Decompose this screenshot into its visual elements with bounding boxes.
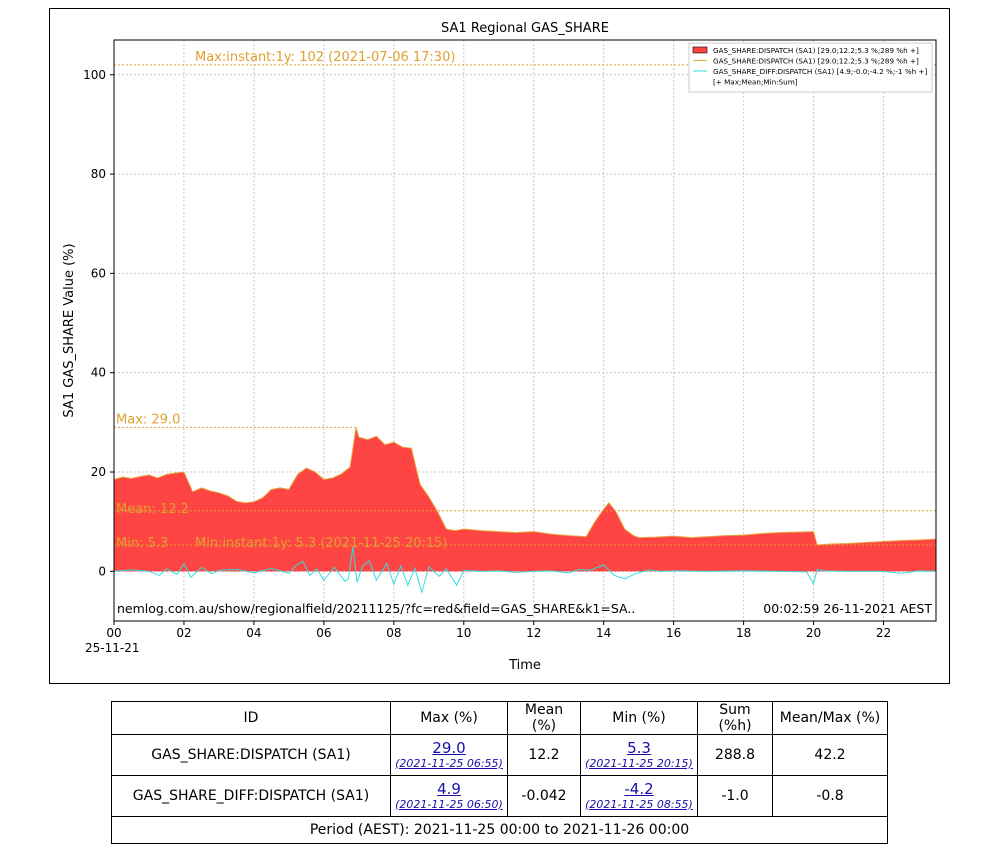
- x-tick-label: 04: [246, 626, 261, 640]
- row-sum: -1.0: [697, 775, 773, 817]
- header-id: ID: [111, 701, 391, 735]
- row-min-cell: -4.2 (2021-11-25 08:55): [580, 775, 698, 817]
- x-tick-label: 22: [876, 626, 891, 640]
- max-label: Max: 29.0: [116, 412, 180, 427]
- gas-share-diff-line: [113, 546, 937, 595]
- row-max-cell: 4.9 (2021-11-25 06:50): [390, 775, 508, 817]
- min-time-link[interactable]: (2021-11-25 08:55): [585, 797, 693, 811]
- row-mean-max: -0.8: [772, 775, 888, 817]
- min-value-link[interactable]: 5.3: [627, 738, 651, 757]
- header-max: Max (%): [390, 701, 508, 735]
- row-mean-max: 42.2: [772, 734, 888, 776]
- stats-table: ID Max (%) Mean (%) Min (%) Sum (%h) Mea…: [111, 701, 888, 844]
- x-tick-label: 06: [316, 626, 331, 640]
- x-tick-label: 08: [386, 626, 401, 640]
- x-tick-label: 12: [526, 626, 541, 640]
- header-mean-max: Mean/Max (%): [772, 701, 888, 735]
- row-id: GAS_SHARE:DISPATCH (SA1): [111, 734, 391, 776]
- x-date-label: 25-11-21: [85, 641, 139, 655]
- min-label: Min: 5.3: [116, 536, 168, 551]
- gas-share-line: [113, 427, 937, 546]
- row-min-cell: 5.3 (2021-11-25 20:15): [580, 734, 698, 776]
- stats-table-body: GAS_SHARE:DISPATCH (SA1) 29.0 (2021-11-2…: [111, 734, 888, 844]
- max-value-link[interactable]: 29.0: [432, 738, 466, 757]
- chart-svg: Max:instant:1y: 102 (2021-07-06 17:30) Ma…: [62, 21, 937, 673]
- y-tick-label: 60: [91, 266, 106, 280]
- header-mean: Mean (%): [507, 701, 581, 735]
- x-tick-label: 20: [806, 626, 821, 640]
- legend-entry: [+ Max;Mean;Min:Sum]: [713, 78, 798, 87]
- row-max-cell: 29.0 (2021-11-25 06:55): [390, 734, 508, 776]
- timestamp-annotation: 00:02:59 26-11-2021 AEST: [763, 601, 932, 616]
- min-value-link[interactable]: -4.2: [624, 779, 654, 798]
- mean-label: Mean: 12.2: [116, 502, 189, 517]
- legend-entry: GAS_SHARE:DISPATCH (SA1) [29.0;12.2;5.3 …: [713, 57, 919, 66]
- row-mean: 12.2: [507, 734, 581, 776]
- stats-header-row: ID Max (%) Mean (%) Min (%) Sum (%h) Mea…: [111, 701, 888, 735]
- x-tick-label: 18: [736, 626, 751, 640]
- y-tick-label: 100: [83, 68, 106, 82]
- plot-border: [113, 39, 937, 622]
- chart-title: SA1 Regional GAS_SHARE: [441, 21, 609, 36]
- header-sum: Sum (%h): [697, 701, 773, 735]
- x-tick-label: 10: [456, 626, 471, 640]
- source-url-annotation: nemlog.com.au/show/regionalfield/2021112…: [117, 601, 635, 616]
- x-axis-label: Time: [508, 658, 541, 673]
- row-id: GAS_SHARE_DIFF:DISPATCH (SA1): [111, 775, 391, 817]
- row-mean: -0.042: [507, 775, 581, 817]
- table-row: GAS_SHARE:DISPATCH (SA1) 29.0 (2021-11-2…: [111, 734, 888, 776]
- y-tick-label: 0: [98, 564, 106, 578]
- y-axis-label: SA1 GAS_SHARE Value (%): [62, 243, 77, 417]
- min-instant-label: Min:instant:1y: 5.3 (2021-11-25 20:15): [195, 536, 447, 551]
- y-tick-label: 80: [91, 167, 106, 181]
- stats-table-head: ID Max (%) Mean (%) Min (%) Sum (%h) Mea…: [111, 701, 888, 735]
- x-tick-label: 14: [596, 626, 611, 640]
- x-tick-label: 02: [176, 626, 191, 640]
- y-tick-label: 20: [91, 465, 106, 479]
- legend-entry: GAS_SHARE:DISPATCH (SA1) [29.0;12.2;5.3 …: [713, 46, 919, 55]
- period-footer: Period (AEST): 2021-11-25 00:00 to 2021-…: [111, 816, 888, 844]
- max-time-link[interactable]: (2021-11-25 06:50): [395, 797, 503, 811]
- x-tick-label: 16: [666, 626, 681, 640]
- y-tick-label: 40: [91, 366, 106, 380]
- x-tick-label: 00: [106, 626, 121, 640]
- row-sum: 288.8: [697, 734, 773, 776]
- legend-entry: GAS_SHARE_DIFF:DISPATCH (SA1) [4.9;-0.0;…: [713, 67, 927, 76]
- table-footer-row: Period (AEST): 2021-11-25 00:00 to 2021-…: [111, 816, 888, 844]
- min-time-link[interactable]: (2021-11-25 20:15): [585, 756, 693, 770]
- max-value-link[interactable]: 4.9: [437, 779, 461, 798]
- gas-share-area: [114, 427, 936, 572]
- table-row: GAS_SHARE_DIFF:DISPATCH (SA1) 4.9 (2021-…: [111, 775, 888, 817]
- chart-frame: Max:instant:1y: 102 (2021-07-06 17:30) Ma…: [49, 8, 950, 684]
- legend-patch: [692, 46, 708, 54]
- max-instant-label: Max:instant:1y: 102 (2021-07-06 17:30): [195, 50, 455, 65]
- max-time-link[interactable]: (2021-11-25 06:55): [395, 756, 503, 770]
- legend-box: [688, 42, 933, 93]
- header-min: Min (%): [580, 701, 698, 735]
